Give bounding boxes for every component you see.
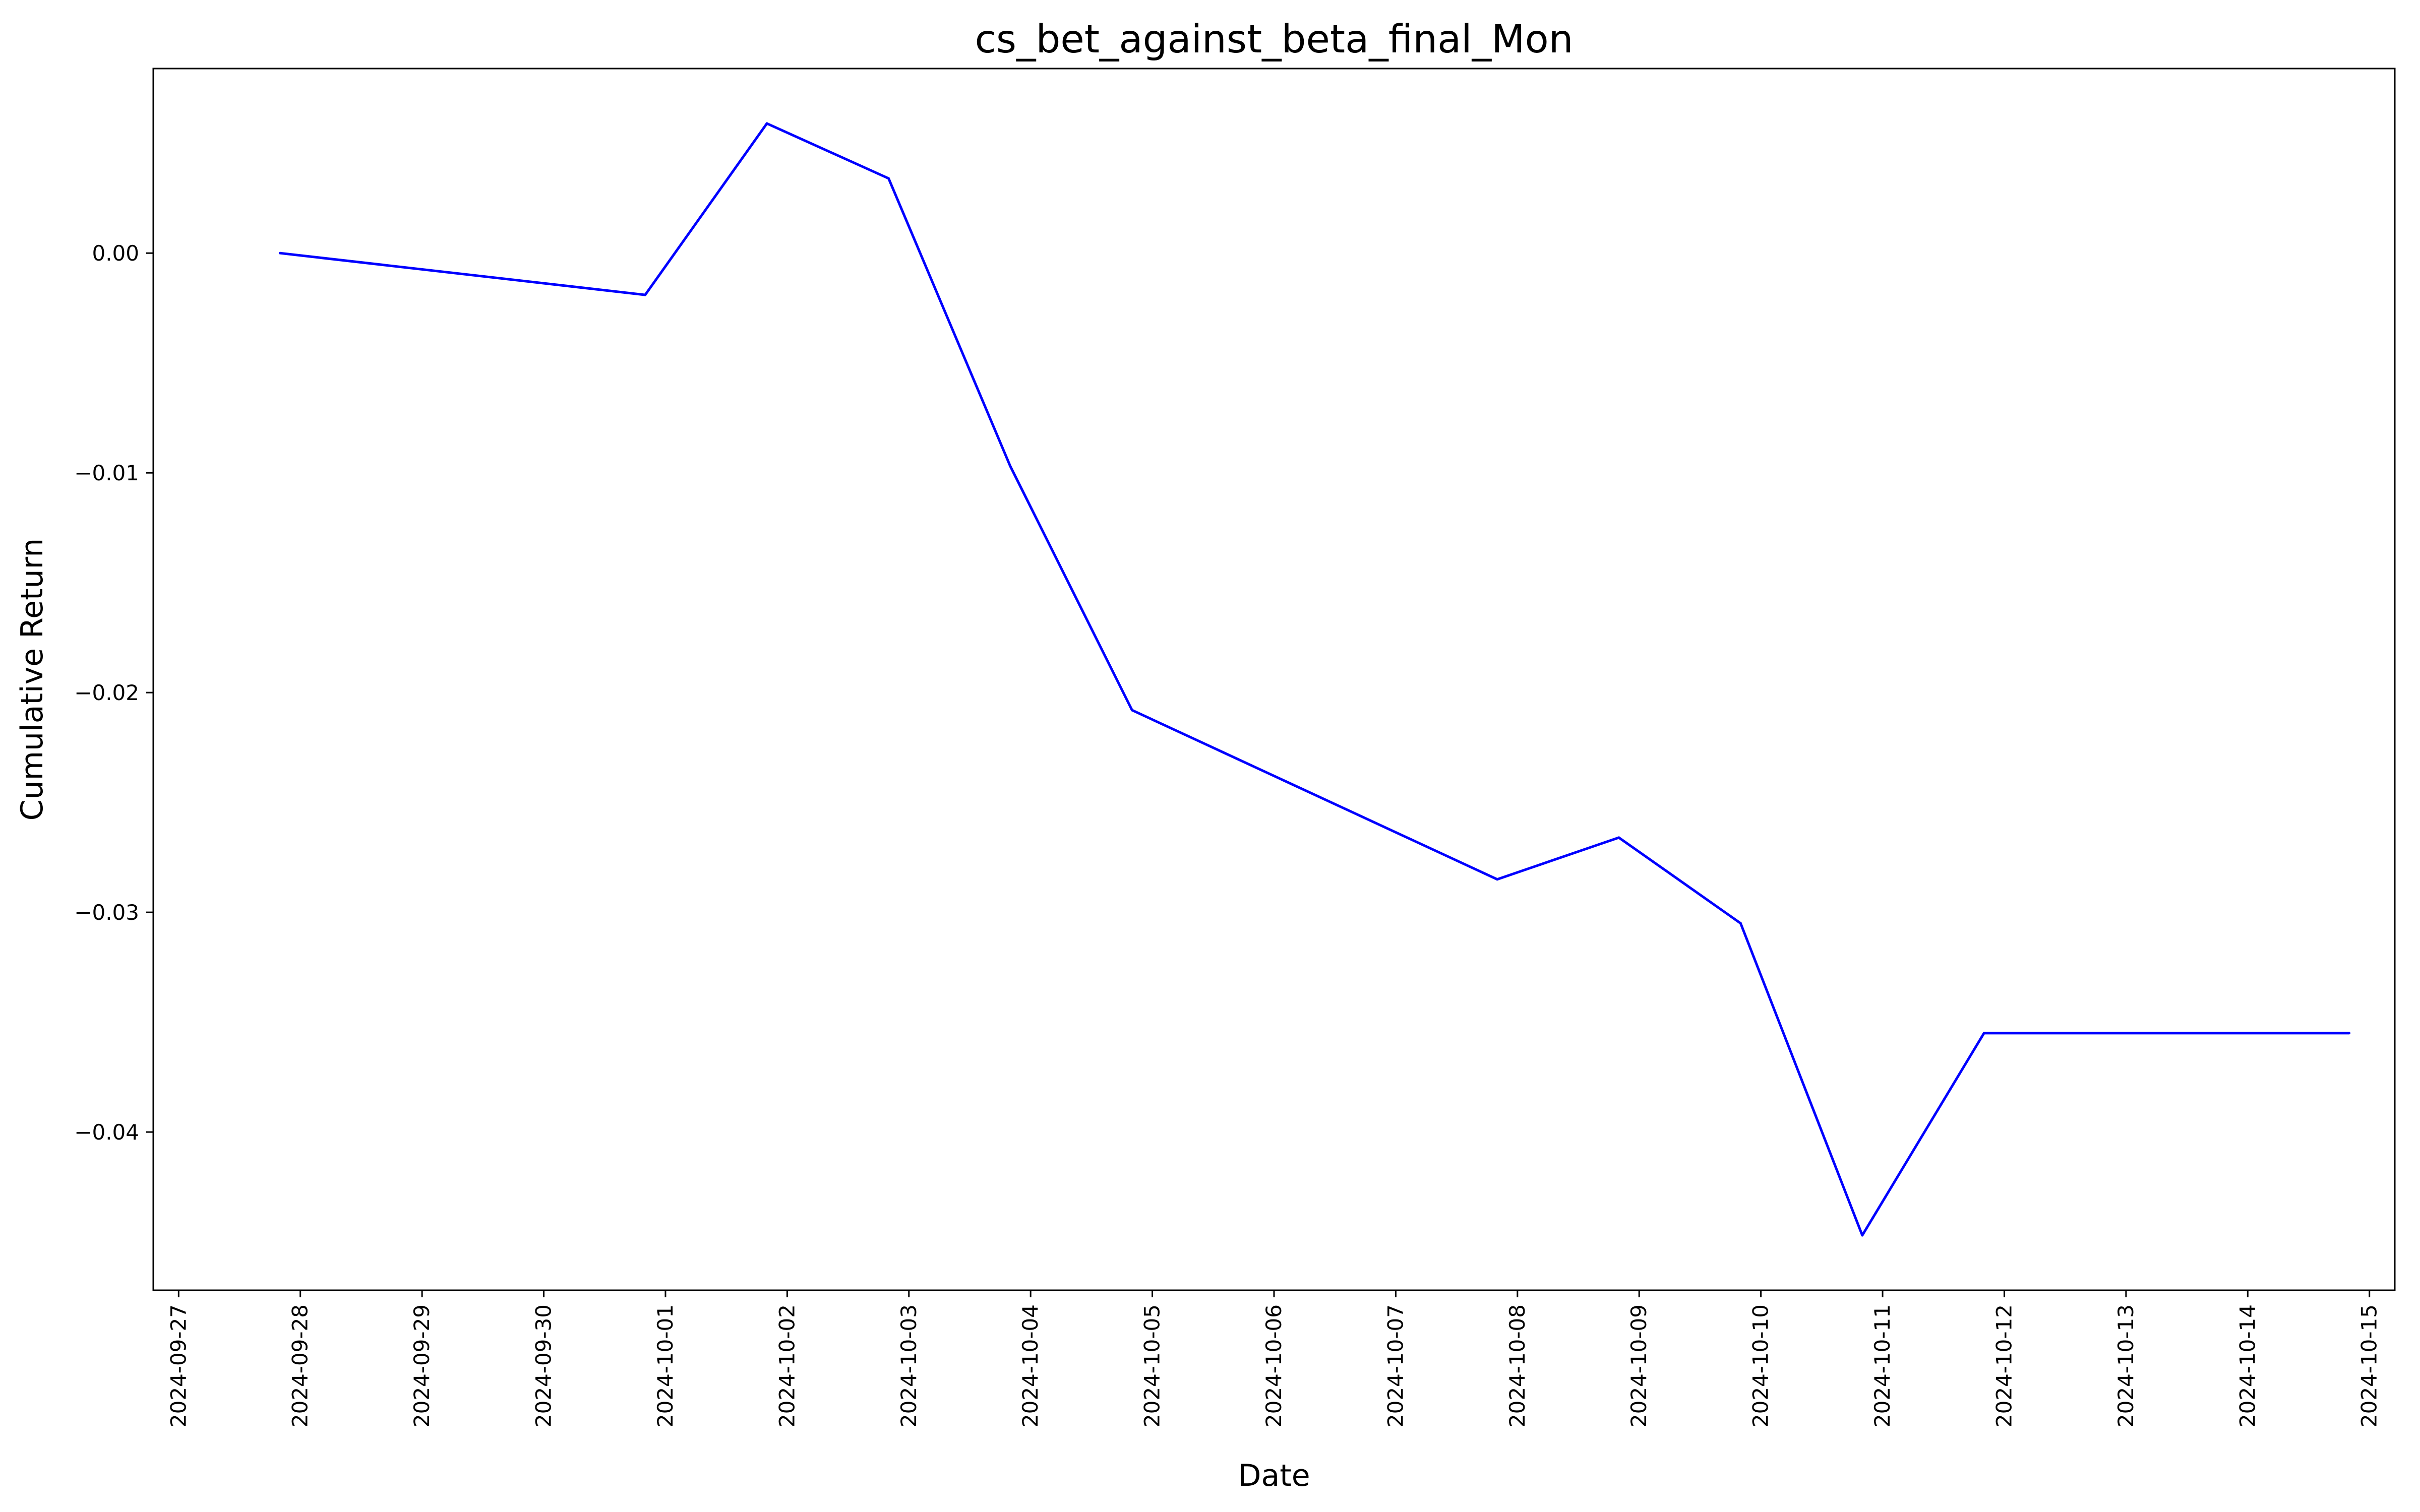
x-tick-label: 2024-10-11 xyxy=(1870,1304,1895,1427)
y-tick-label: −0.04 xyxy=(74,1120,139,1145)
series-line xyxy=(280,122,2349,1237)
y-axis: 0.00 −0.01 −0.02 −0.03 −0.04 xyxy=(74,241,153,1145)
x-tick-label: 2024-10-12 xyxy=(1991,1304,2016,1427)
data-point-6 xyxy=(1496,878,1499,881)
data-point-11 xyxy=(2348,1032,2350,1035)
x-tick-label: 2024-09-29 xyxy=(409,1304,434,1427)
data-point-7 xyxy=(1617,836,1620,839)
x-tick-label: 2024-10-02 xyxy=(774,1304,799,1427)
x-tick-label: 2024-09-27 xyxy=(166,1304,191,1427)
data-point-1 xyxy=(644,293,647,296)
x-tick-label: 2024-10-07 xyxy=(1383,1304,1408,1427)
data-point-8 xyxy=(1739,922,1742,925)
data-points xyxy=(279,122,2350,1237)
x-tick-label: 2024-10-09 xyxy=(1626,1304,1651,1427)
data-point-10 xyxy=(1982,1032,1985,1035)
x-tick-label: 2024-10-10 xyxy=(1748,1304,1773,1427)
data-point-5 xyxy=(1130,709,1133,712)
x-tick-label: 2024-09-28 xyxy=(288,1304,313,1427)
x-tick-label: 2024-10-05 xyxy=(1140,1304,1165,1427)
data-point-4 xyxy=(1009,465,1012,468)
y-tick-label: 0.00 xyxy=(92,241,139,266)
x-tick-label: 2024-10-01 xyxy=(653,1304,678,1427)
x-tick-label: 2024-10-15 xyxy=(2357,1304,2382,1427)
plot-area xyxy=(152,68,2396,1291)
x-tick-label: 2024-10-04 xyxy=(1018,1304,1043,1427)
data-point-3 xyxy=(887,177,890,180)
x-tick-label: 2024-10-14 xyxy=(2235,1304,2260,1427)
x-tick-label: 2024-10-08 xyxy=(1505,1304,1530,1427)
chart-title: cs_bet_against_beta_final_Mon xyxy=(975,17,1574,62)
x-axis: 2024-09-27 2024-09-28 2024-09-29 2024-09-30… xyxy=(166,1290,2382,1427)
data-point-0 xyxy=(279,251,281,255)
x-tick-label: 2024-10-06 xyxy=(1261,1304,1286,1427)
y-tick-label: −0.02 xyxy=(74,680,139,705)
y-tick-label: −0.03 xyxy=(74,900,139,925)
x-axis-label: Date xyxy=(1238,1458,1310,1493)
y-tick-label: −0.01 xyxy=(74,461,139,485)
x-tick-label: 2024-10-13 xyxy=(2113,1304,2138,1427)
y-axis-label: Cumulative Return xyxy=(15,538,50,821)
x-tick-label: 2024-10-03 xyxy=(896,1304,921,1427)
data-point-9 xyxy=(1861,1234,1864,1237)
data-point-2 xyxy=(765,122,768,125)
x-tick-label: 2024-09-30 xyxy=(531,1304,556,1427)
